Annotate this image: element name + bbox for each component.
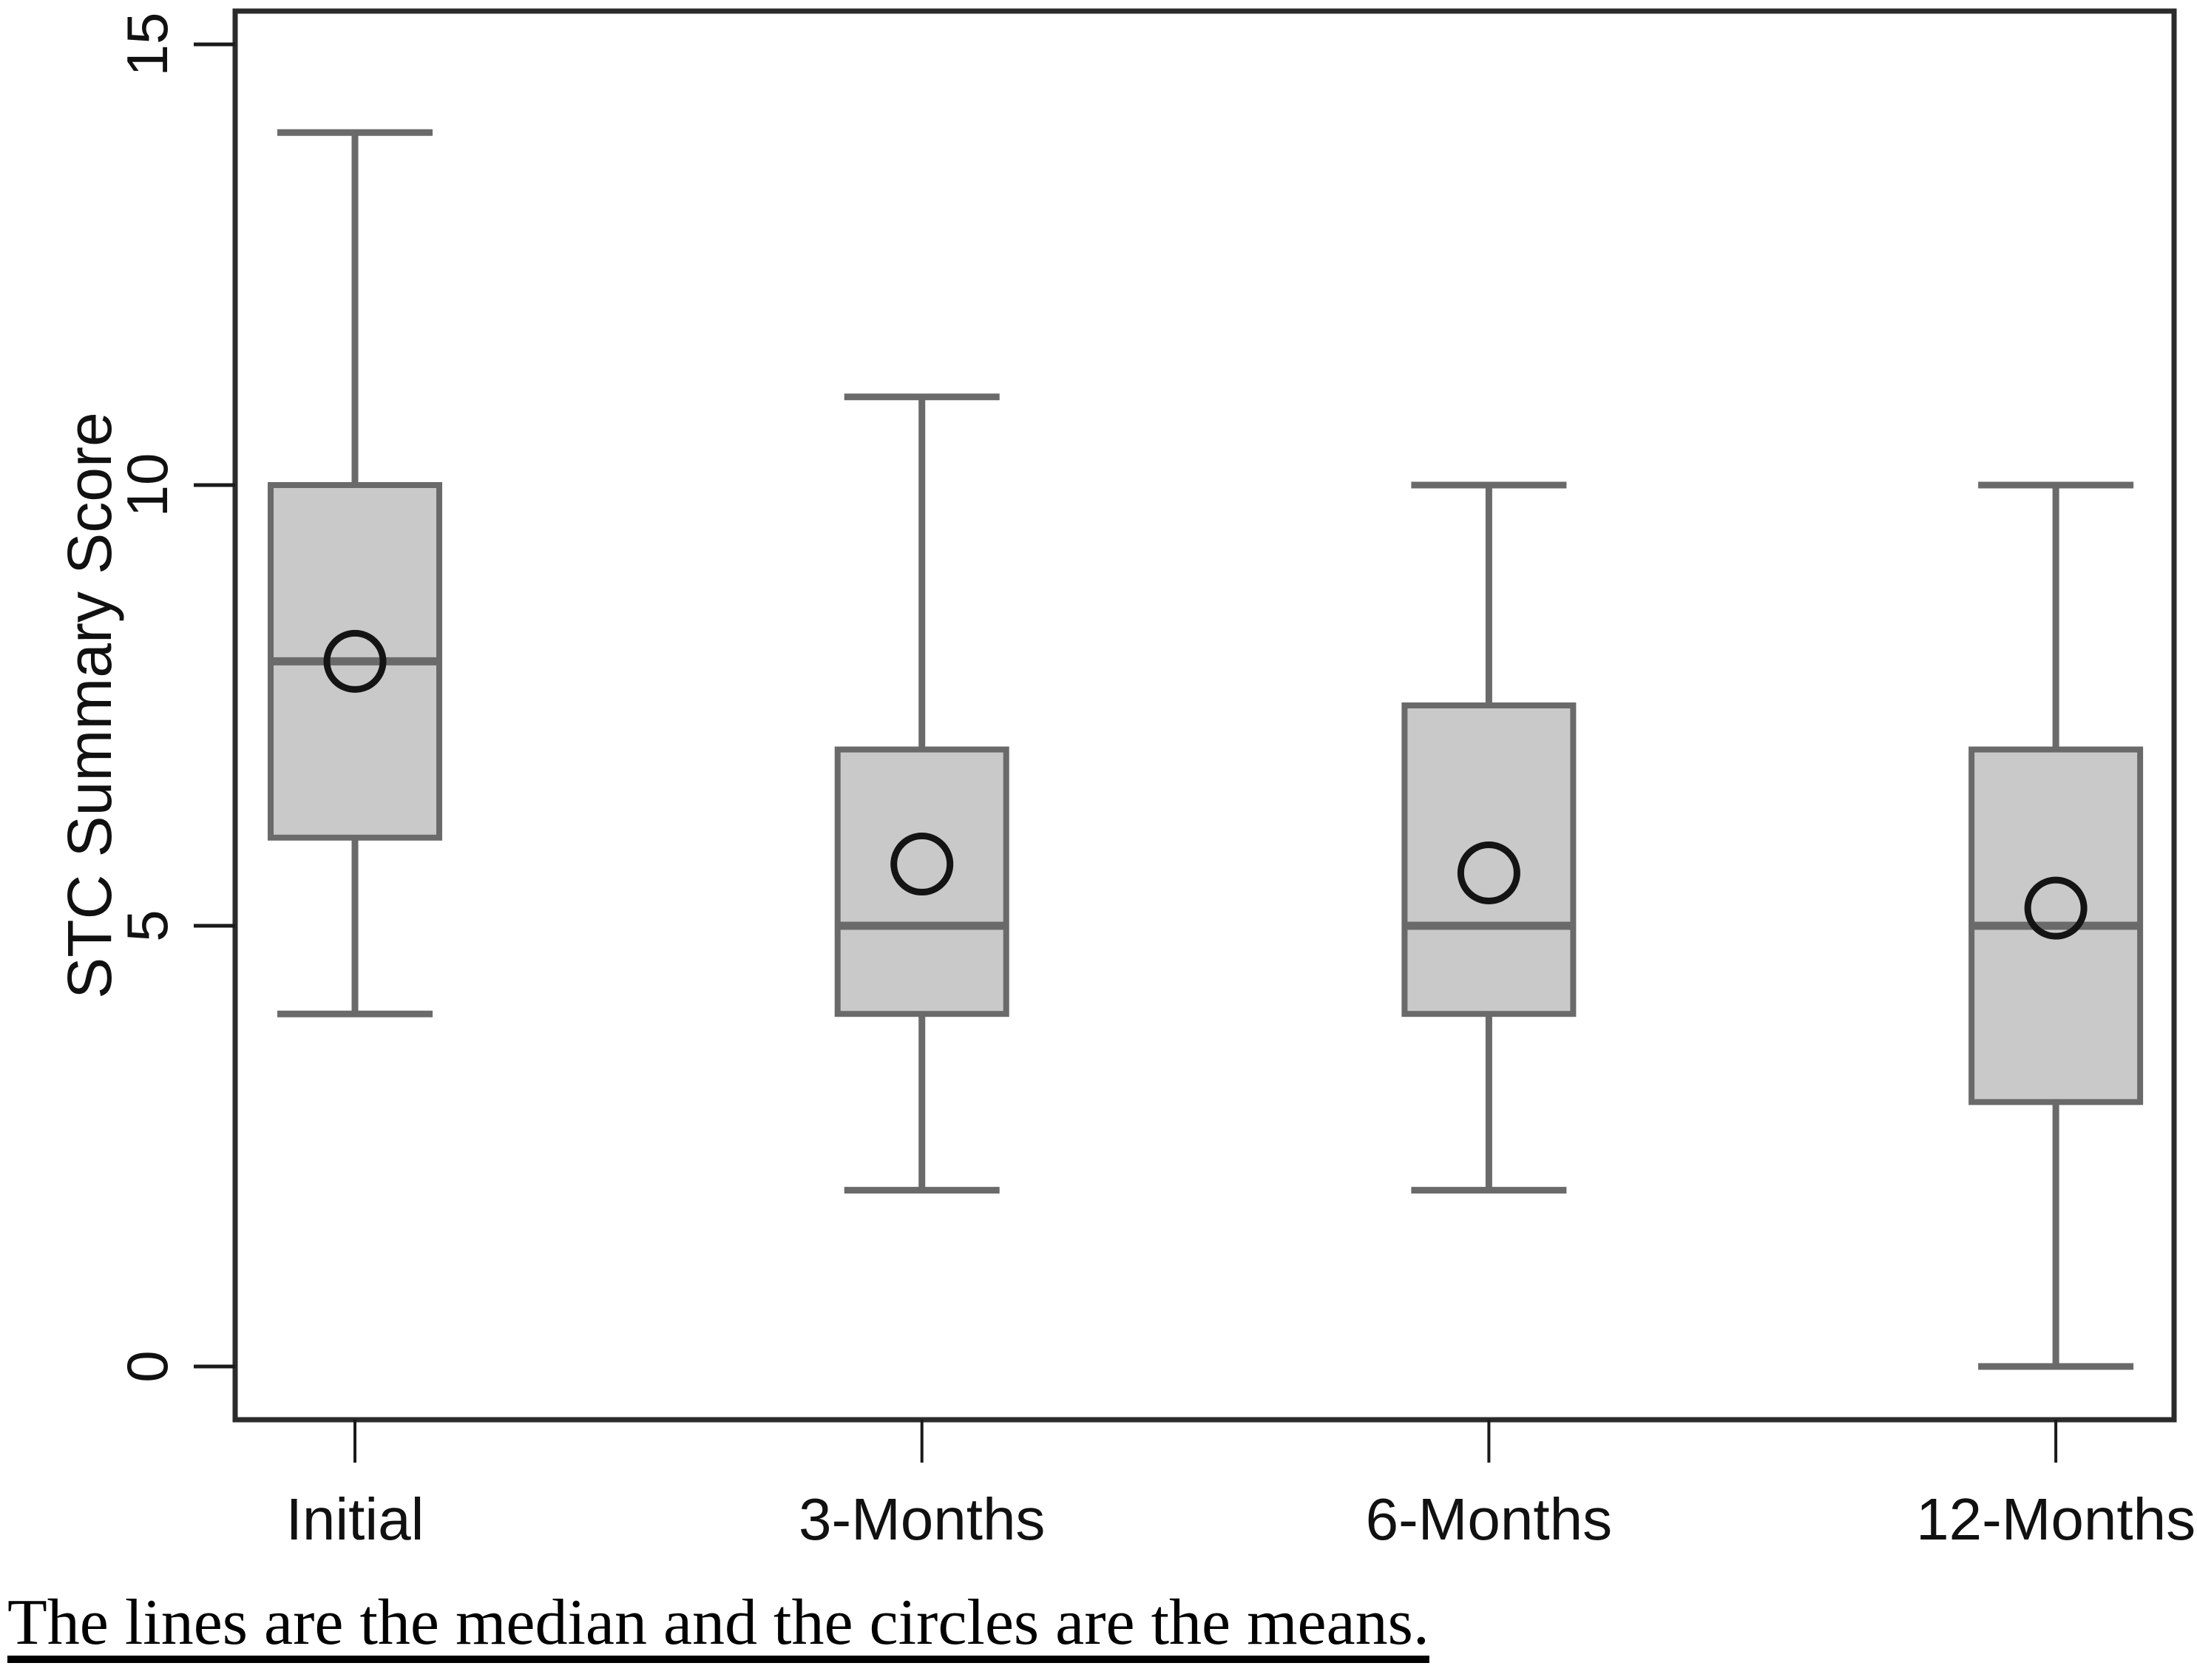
box-rect [1401,702,1577,1017]
x-tick-label-12-months: 12-Months [1916,1486,2196,1545]
plot-frame [232,8,2177,1423]
x-tick-label-6-months: 6-Months [1366,1486,1612,1545]
x-tick-label-3-months: 3-Months [799,1486,1045,1545]
box-series [268,129,2144,1370]
mean-circle [2024,876,2088,940]
y-axis: 0 5 10 15 [115,13,235,1383]
mean-circle [890,833,954,896]
y-axis-title: STC Summary Score [55,412,124,999]
x-axis: Initial 3-Months 6-Months 12-Months [286,1420,2196,1545]
box-group-initial [268,129,442,1017]
y-tick-label: 10 [115,453,180,518]
box-group-6-months [1401,481,1577,1194]
box-rect [834,746,1009,1017]
x-tick-label-initial: Initial [286,1486,424,1545]
mean-circle [323,629,387,693]
y-tick-label: 15 [115,13,180,77]
box-group-12-months [1969,481,2144,1370]
figure-caption: The lines are the median and the circles… [7,1587,1429,1659]
y-tick-label: 0 [115,1350,180,1382]
box-group-3-months [834,393,1009,1194]
mean-circle [1457,841,1520,904]
y-tick-label: 5 [115,910,180,941]
boxplot-chart: 0 5 10 15 STC Summary Score Initial 3-Months… [55,8,2196,1545]
